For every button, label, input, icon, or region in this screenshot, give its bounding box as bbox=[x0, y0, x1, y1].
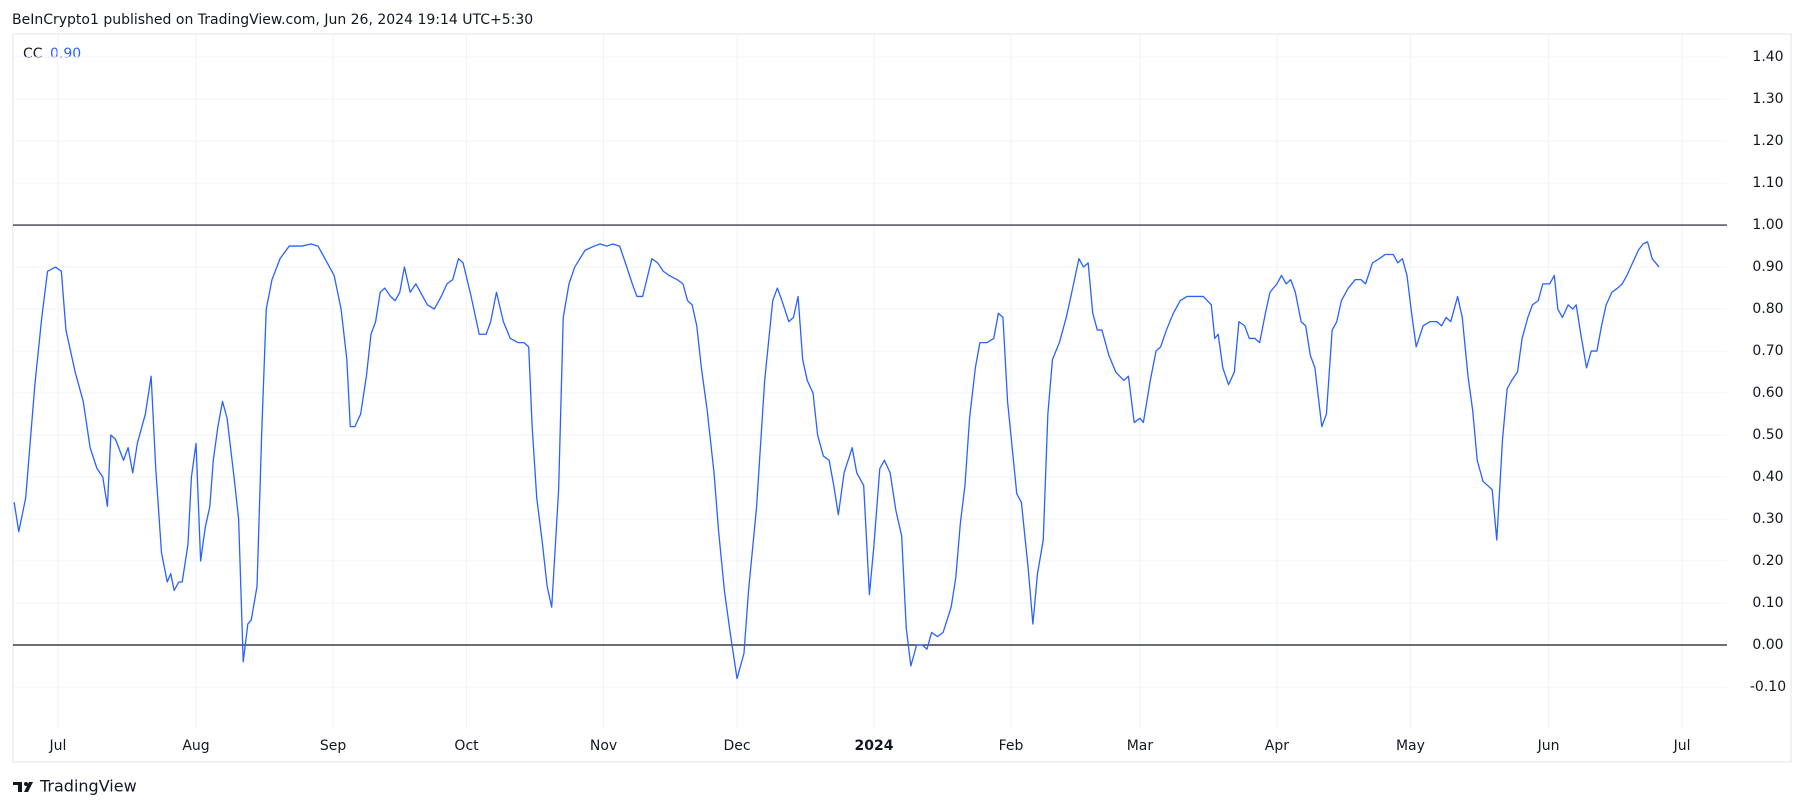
header: BeInCrypto1 published on TradingView.com… bbox=[12, 12, 533, 28]
x-tick-label: Aug bbox=[182, 738, 209, 754]
x-tick-label: Sep bbox=[320, 738, 347, 754]
chart-frame bbox=[12, 33, 1792, 763]
x-tick-label: 2024 bbox=[855, 738, 894, 754]
x-tick-label: Jun bbox=[1537, 738, 1560, 754]
x-tick-label: Feb bbox=[999, 738, 1024, 754]
series-line bbox=[13, 241, 1660, 680]
y-tick-label: 1.30 bbox=[1752, 91, 1783, 107]
x-tick-label: Oct bbox=[454, 738, 479, 754]
y-tick-label: 1.00 bbox=[1752, 217, 1783, 233]
x-tick-label: Jul bbox=[1673, 738, 1691, 754]
footer-brand: TradingView bbox=[39, 777, 137, 796]
y-tick-label: 1.40 bbox=[1752, 49, 1783, 65]
legend-value: 0.90 bbox=[50, 46, 81, 62]
y-tick-label: 0.20 bbox=[1752, 553, 1783, 569]
y-tick-label: 0.90 bbox=[1752, 259, 1783, 275]
y-tick-label: 0.60 bbox=[1752, 385, 1783, 401]
y-tick-label: -0.10 bbox=[1750, 679, 1786, 695]
y-tick-label: 1.10 bbox=[1752, 175, 1783, 191]
x-tick-label: Nov bbox=[590, 738, 617, 754]
y-tick-label: 0.80 bbox=[1752, 301, 1783, 317]
y-tick-label: 0.00 bbox=[1752, 637, 1783, 653]
x-tick-label: May bbox=[1396, 738, 1425, 754]
x-tick-label: Apr bbox=[1265, 738, 1289, 754]
y-tick-label: 0.10 bbox=[1752, 595, 1783, 611]
x-tick-label: Mar bbox=[1127, 738, 1154, 754]
y-tick-label: 0.50 bbox=[1752, 427, 1783, 443]
y-tick-label: 0.30 bbox=[1752, 511, 1783, 527]
y-tick-label: 0.40 bbox=[1752, 469, 1783, 485]
x-tick-label: Jul bbox=[48, 738, 66, 754]
y-tick-label: 0.70 bbox=[1752, 343, 1783, 359]
y-tick-label: 1.20 bbox=[1752, 133, 1783, 149]
footer-logo bbox=[13, 782, 33, 792]
legend-name: CC bbox=[23, 46, 43, 62]
x-tick-label: Dec bbox=[724, 738, 751, 754]
